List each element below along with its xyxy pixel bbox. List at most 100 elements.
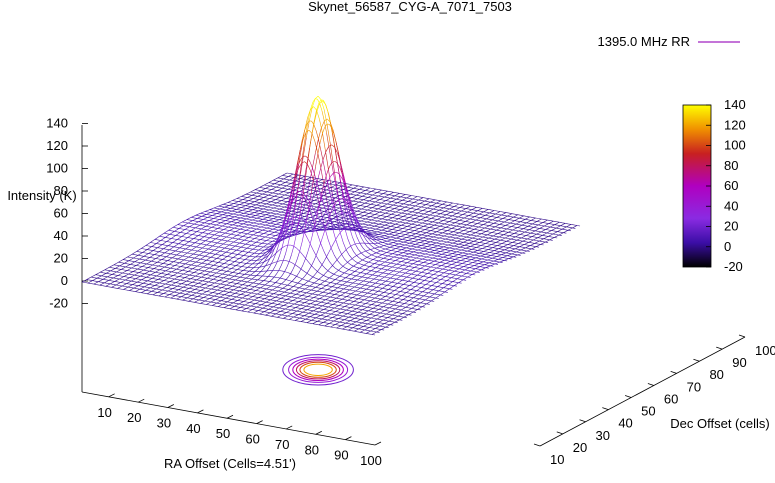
surface-mesh-segment: [375, 260, 379, 262]
surface-mesh-segment: [350, 320, 354, 322]
surface-mesh-segment: [163, 255, 167, 257]
surface-mesh-segment: [248, 252, 252, 254]
surface-mesh-segment: [99, 283, 103, 286]
surface-mesh-segment: [330, 172, 334, 177]
surface-mesh-segment: [400, 268, 405, 270]
surface-mesh-segment: [224, 206, 228, 208]
surface-mesh-segment: [218, 254, 222, 256]
surface-mesh-segment: [134, 261, 138, 263]
surface-mesh-segment: [178, 295, 182, 297]
surface-mesh-segment: [278, 184, 281, 187]
surface-mesh-segment: [355, 290, 359, 292]
surface-mesh-segment: [245, 192, 249, 195]
surface-mesh-segment: [241, 195, 244, 197]
surface-mesh-segment: [266, 233, 270, 235]
surface-mesh-segment: [284, 315, 288, 317]
surface-mesh-segment: [335, 239, 339, 249]
surface-mesh-segment: [241, 280, 245, 282]
surface-mesh-segment: [181, 251, 185, 253]
surface-mesh-segment: [175, 242, 179, 244]
surface-mesh-segment: [261, 310, 265, 312]
surface-mesh-segment: [294, 290, 298, 292]
surface-mesh-segment: [151, 260, 155, 263]
surface-mesh-segment: [173, 235, 176, 238]
surface-mesh-segment: [384, 310, 388, 312]
surface-mesh-segment: [199, 239, 203, 241]
surface-mesh-segment: [178, 226, 182, 229]
surface-mesh-segment: [277, 304, 281, 306]
surface-mesh-segment: [276, 300, 280, 302]
surface-mesh-segment: [198, 269, 202, 271]
surface-mesh-segment: [243, 193, 247, 196]
surface-mesh-segment: [210, 223, 214, 225]
surface-mesh-segment: [195, 227, 199, 229]
surface-mesh-segment: [260, 239, 264, 241]
surface-mesh-segment: [399, 312, 403, 314]
surface-mesh-segment: [375, 321, 379, 323]
surface-mesh-segment: [245, 298, 249, 300]
surface-mesh-segment: [227, 295, 231, 297]
surface-mesh-segment: [230, 282, 234, 284]
surface-mesh-segment: [372, 289, 376, 292]
surface-mesh-segment: [225, 208, 229, 211]
surface-mesh-segment: [102, 269, 105, 272]
surface-mesh-segment: [158, 295, 162, 297]
surface-mesh-segment: [212, 214, 215, 216]
surface-mesh-segment: [244, 281, 248, 283]
surface-mesh-segment: [249, 195, 253, 197]
surface-mesh-segment: [289, 299, 293, 301]
surface-mesh-segment: [180, 224, 184, 226]
surface-mesh-segment: [203, 218, 206, 220]
surface-mesh-segment: [113, 263, 117, 266]
surface-mesh-segment: [283, 177, 287, 180]
surface-mesh-segment: [157, 285, 161, 287]
surface-mesh-segment: [287, 309, 292, 311]
surface-mesh-segment: [284, 284, 288, 286]
surface-mesh-segment: [234, 253, 238, 255]
surface-mesh-segment: [240, 254, 244, 256]
y-axis-tick: [647, 383, 655, 386]
surface-mesh-segment: [98, 274, 102, 277]
surface-mesh-segment: [319, 160, 324, 171]
surface-mesh-segment: [322, 292, 326, 294]
surface-mesh-segment: [265, 264, 269, 267]
surface-mesh-segment: [130, 262, 133, 265]
surface-mesh-segment: [268, 309, 272, 311]
surface-mesh-segment: [429, 198, 433, 200]
surface-mesh-segment: [344, 281, 348, 283]
surface-mesh-segment: [377, 298, 381, 300]
surface-mesh-segment: [404, 303, 408, 305]
surface-mesh-segment: [186, 260, 190, 262]
surface-mesh-segment: [211, 268, 216, 270]
surface-mesh-segment: [195, 275, 199, 277]
surface-mesh-segment: [189, 233, 193, 235]
surface-mesh-segment: [136, 263, 139, 266]
surface-mesh-segment: [425, 276, 430, 278]
surface-mesh-segment: [285, 308, 289, 310]
surface-mesh-segment: [163, 280, 167, 282]
surface-mesh-segment: [317, 271, 321, 274]
surface-mesh-segment: [102, 285, 106, 287]
surface-mesh-segment: [303, 298, 307, 300]
surface-mesh-segment: [162, 242, 165, 245]
surface-mesh-segment: [400, 275, 404, 277]
surface-mesh-segment: [290, 244, 294, 247]
surface-mesh-segment: [378, 275, 382, 277]
surface-mesh-segment: [382, 247, 386, 250]
surface-mesh-segment: [392, 266, 396, 268]
surface-mesh-segment: [152, 239, 156, 242]
surface-mesh-segment: [97, 271, 101, 274]
surface-mesh-segment: [354, 311, 358, 313]
surface-mesh-segment: [188, 249, 192, 251]
surface-mesh-segment: [367, 330, 371, 332]
surface-mesh-segment: [279, 287, 283, 289]
surface-mesh-segment: [437, 278, 441, 280]
surface-mesh-segment: [359, 295, 364, 297]
surface-mesh-segment: [244, 288, 248, 290]
surface-mesh-segment: [422, 306, 426, 308]
surface-mesh-segment: [204, 210, 208, 212]
surface-mesh-segment: [161, 259, 165, 261]
surface-mesh-segment: [362, 268, 366, 270]
surface-mesh-segment: [178, 289, 182, 291]
surface-mesh-segment: [174, 278, 178, 280]
